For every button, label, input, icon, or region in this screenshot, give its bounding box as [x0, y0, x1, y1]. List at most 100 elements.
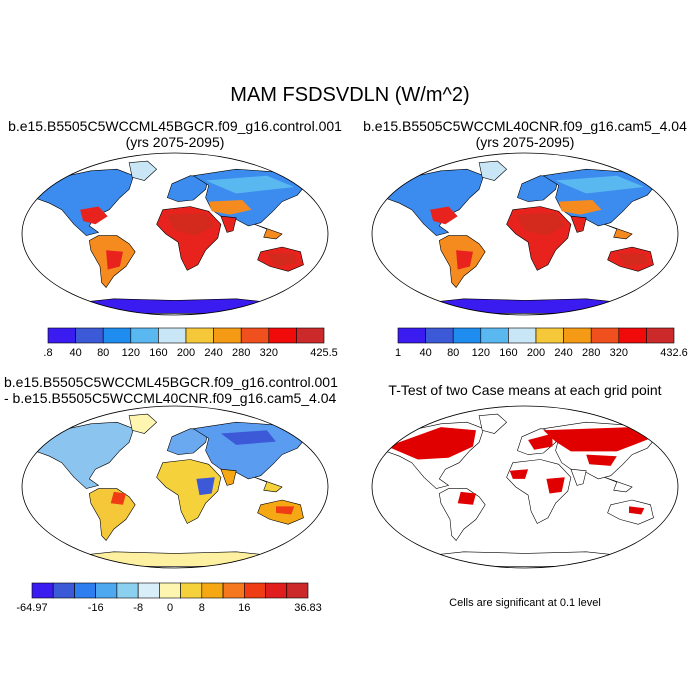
significant-region [629, 506, 645, 515]
colorbar-box [180, 582, 203, 599]
colorbar-tick-label: 320 [260, 347, 278, 359]
colorbar-box [74, 582, 97, 599]
map-panel-4 [371, 405, 679, 569]
colorbar-box [590, 327, 620, 344]
map-panel-3 [21, 405, 329, 569]
colorbar-tick-label: 200 [177, 347, 195, 359]
panel3-title: b.e15.B5505C5WCCML45BGCR.f09_g16.control… [4, 374, 338, 406]
amazon-pos [110, 491, 126, 505]
continent-seAsia [604, 224, 633, 240]
siberia-region [555, 175, 645, 194]
continent-northAmerica [32, 421, 135, 489]
continent-antarctica [67, 298, 283, 314]
continent-northAmerica [382, 168, 485, 236]
colorbar-box [116, 582, 139, 599]
colorbar-tick-label: -8 [133, 602, 143, 614]
sa-warm-region [106, 250, 123, 270]
mideast-region [558, 200, 602, 215]
panel4-title-line1: T-Test of two Case means at each grid po… [388, 382, 662, 398]
colorbar-box [201, 582, 224, 599]
continent-greenland [128, 160, 158, 181]
colorbar-box [240, 327, 270, 344]
colorbar-box [158, 327, 187, 344]
panel1-title-line1: b.e15.B5505C5WCCML45BGCR.f09_g16.control… [8, 118, 342, 134]
continent-seAsia [254, 477, 283, 493]
colorbar-box [102, 327, 132, 344]
colorbar-box [75, 327, 104, 344]
significance-note: Cells are significant at 0.1 level [449, 597, 601, 609]
colorbar-box [31, 582, 54, 599]
colorbar-tick-label: 240 [204, 347, 222, 359]
colorbar-3: -64.97 -16 -8 0 8 16 36.83 [16, 582, 322, 614]
map-frame [21, 405, 329, 569]
map-panel-1 [21, 152, 329, 316]
sahara-region [515, 212, 565, 236]
colorbar-box [563, 327, 592, 344]
colorbar-box [618, 327, 647, 344]
colorbar-box [397, 327, 426, 344]
colorbar-box [535, 327, 564, 344]
continent-northAmerica [32, 168, 135, 236]
panel3-title-line2: - b.e15.B5505C5WCCML40CNR.f09_g16.cam5_4… [4, 390, 337, 406]
colorbar-tick-label: 280 [232, 347, 250, 359]
colorbar-tick-label: 425.5 [310, 347, 338, 359]
colorbar-tick-label: 36.83 [294, 602, 322, 614]
colorbar-tick-label: -16 [88, 602, 104, 614]
colorbar-tick-label: 40 [69, 347, 81, 359]
continent-seAsia [254, 224, 283, 240]
sa-warm-region [456, 250, 473, 270]
colorbar-box [213, 327, 242, 344]
colorbar-box [185, 327, 214, 344]
continent-greenland [478, 160, 508, 181]
colorbar-tick-label: 80 [447, 347, 459, 359]
colorbar-tick-label: 120 [122, 347, 140, 359]
colorbar-tick-label: 432.6 [660, 347, 688, 359]
continent-antarctica [67, 551, 283, 567]
colorbar-tick-label: 1 [395, 347, 401, 359]
colorbar-box [222, 582, 245, 599]
colorbar-box [47, 327, 76, 344]
east-africa-neg [196, 477, 215, 496]
sahara-region [165, 212, 215, 236]
colorbar-box [159, 582, 181, 599]
colorbar-tick-label: 40 [419, 347, 431, 359]
significant-region [543, 427, 651, 452]
colorbar-1: .8 40 80 120 160 200 240 280 320 425.5 [43, 327, 338, 359]
australia-core [266, 253, 298, 267]
colorbar-tick-label: .8 [43, 347, 52, 359]
panel1-title: b.e15.B5505C5WCCML45BGCR.f09_g16.control… [0, 118, 350, 150]
colorbar-2: 1 40 80 120 160 200 240 280 320 432.6 [395, 327, 688, 359]
colorbar-box [452, 327, 482, 344]
colorbar-tick-label: 240 [554, 347, 572, 359]
colorbar-box [508, 327, 537, 344]
colorbar-tick-label: -64.97 [16, 602, 47, 614]
colorbar-box [296, 327, 325, 344]
colorbar-box [265, 582, 288, 599]
siberia-region [205, 175, 295, 194]
map-panel-2 [371, 152, 679, 316]
siberia-neg [220, 430, 276, 445]
significant-region [509, 469, 529, 479]
colorbar-box [425, 327, 454, 344]
continent-greenland [478, 413, 508, 434]
continent-india [570, 468, 587, 486]
colorbar-tick-label: 0 [167, 602, 173, 614]
continent-antarctica [417, 298, 633, 314]
panel4-title: T-Test of two Case means at each grid po… [350, 382, 700, 398]
colorbar-box [286, 582, 309, 599]
australia-core [616, 253, 648, 267]
continent-seAsia [604, 477, 633, 493]
continent-southAmerica [88, 488, 136, 541]
panel2-title-line2: (yrs 2075-2095) [475, 134, 575, 150]
colorbar-tick-label: 160 [149, 347, 167, 359]
continent-antarctica [417, 551, 633, 567]
colorbar-tick-label: 16 [238, 602, 250, 614]
colorbar-box [52, 582, 75, 599]
colorbar-tick-label: 200 [527, 347, 545, 359]
colorbar-box [244, 582, 266, 599]
continent-india [570, 215, 587, 233]
colorbar-tick-label: 120 [472, 347, 490, 359]
map-frame [21, 152, 329, 316]
australia-pos [276, 506, 295, 515]
